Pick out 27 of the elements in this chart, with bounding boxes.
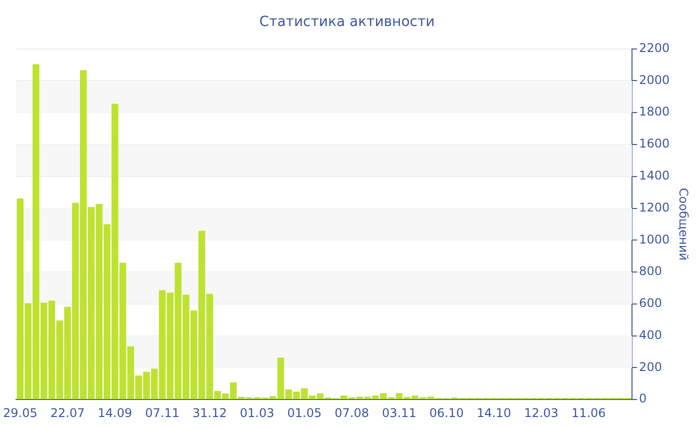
x-tick-label: 14.10 — [476, 406, 512, 420]
y-tick-label: 1600 — [639, 136, 670, 151]
x-tick-label: 07.11 — [145, 406, 180, 420]
y-tick-label: 0 — [639, 392, 647, 406]
x-tick-label: 31.12 — [192, 406, 227, 420]
y-axis-title: Сообщений — [676, 188, 691, 260]
y-tick-label: 800 — [639, 264, 662, 278]
y-tick-label: 400 — [639, 328, 662, 342]
y-tick-label: 2200 — [639, 40, 670, 55]
x-tick-label: 03.11 — [382, 406, 416, 420]
chart-title: Статистика активности — [259, 14, 435, 30]
y-tick-label: 1800 — [639, 104, 670, 119]
x-tick-label: 12.03 — [524, 406, 558, 420]
x-tick-label: 07.08 — [334, 406, 369, 420]
y-tick-label: 1200 — [639, 200, 670, 214]
x-tick-label: 01.05 — [287, 406, 322, 420]
x-tick-label: 01.03 — [240, 406, 274, 420]
y-tick-label: 200 — [639, 360, 662, 374]
y-tick-label: 2000 — [639, 72, 670, 87]
x-tick-label: 06.10 — [429, 406, 464, 420]
x-tick-label: 11.06 — [571, 406, 606, 420]
y-tick-label: 1400 — [639, 168, 670, 182]
y-tick-label: 600 — [639, 296, 662, 310]
x-tick-label: 14.09 — [98, 406, 132, 420]
y-tick-label: 1000 — [639, 232, 670, 246]
x-tick-label: 29.05 — [2, 406, 38, 420]
x-tick-label: 22.07 — [50, 406, 85, 420]
